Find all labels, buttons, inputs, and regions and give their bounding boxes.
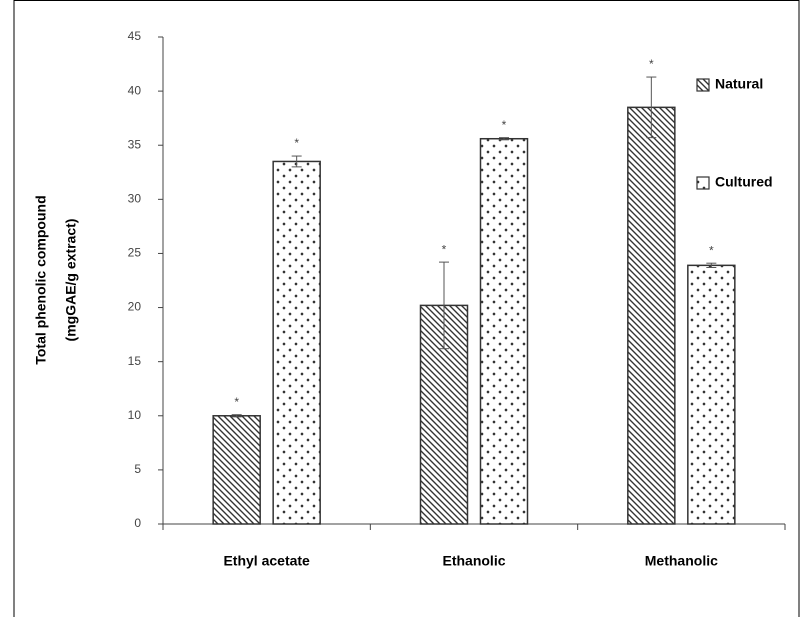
bar — [688, 265, 735, 524]
y-tick-label: 40 — [128, 83, 142, 97]
legend-swatch — [697, 79, 709, 91]
x-tick-label: Ethanolic — [442, 553, 505, 569]
y-tick-label: 35 — [128, 137, 142, 151]
page: Total phenolic compound (mgGAE/g extract… — [0, 0, 800, 617]
y-tick-label: 15 — [128, 354, 142, 368]
y-tick-label: 10 — [128, 408, 142, 422]
bar — [628, 107, 675, 524]
legend-swatch — [697, 177, 709, 189]
legend-label: Cultured — [715, 174, 773, 190]
significance-mark: * — [234, 395, 239, 409]
y-axis-label: (mgGAE/g extract) — [63, 219, 79, 342]
significance-mark: * — [294, 136, 299, 150]
significance-mark: * — [709, 243, 714, 257]
x-tick-label: Ethyl acetate — [223, 553, 310, 569]
significance-mark: * — [442, 242, 447, 256]
x-tick-label: Methanolic — [645, 553, 718, 569]
bar — [213, 416, 260, 524]
y-tick-label: 25 — [128, 246, 142, 260]
significance-mark: * — [502, 118, 507, 132]
significance-mark: * — [649, 57, 654, 71]
bar — [481, 139, 528, 524]
y-tick-label: 0 — [134, 516, 141, 530]
y-tick-label: 20 — [128, 300, 142, 314]
y-tick-label: 30 — [128, 192, 142, 206]
chart: Total phenolic compound (mgGAE/g extract… — [0, 0, 800, 617]
y-tick-label: 5 — [134, 462, 141, 476]
y-axis-label: Total phenolic compound — [33, 195, 49, 364]
bar — [273, 161, 320, 524]
y-tick-label: 45 — [128, 29, 142, 43]
legend-label: Natural — [715, 76, 763, 92]
